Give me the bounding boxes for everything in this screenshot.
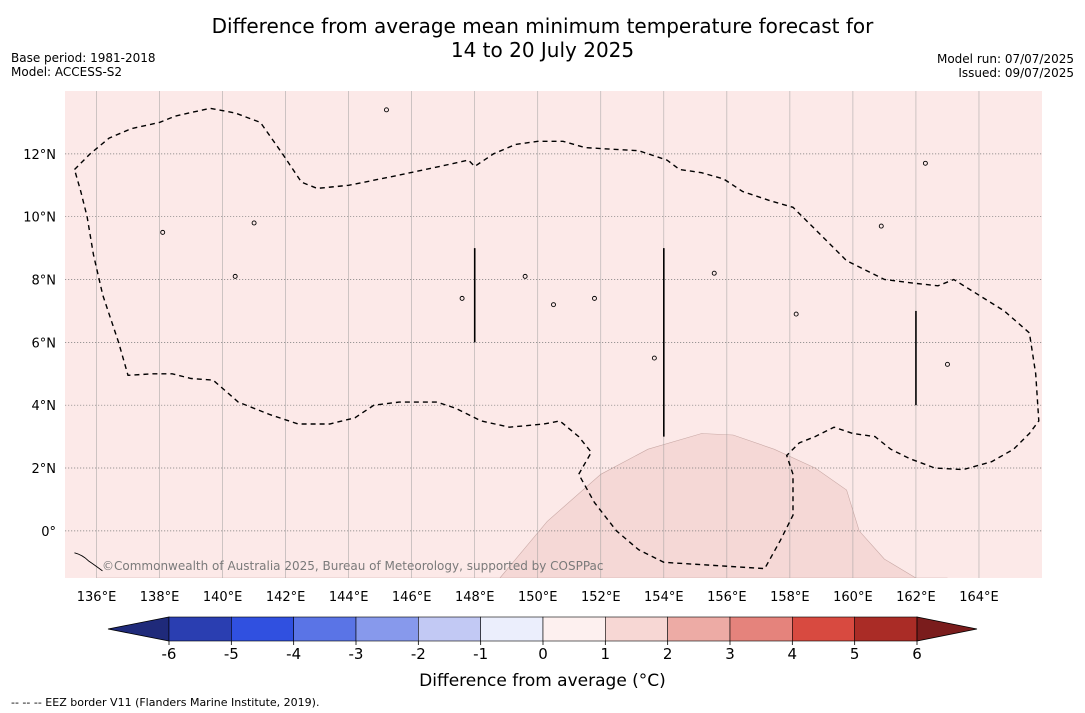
- island-outline: [232, 273, 238, 279]
- map-plot: [65, 91, 1060, 578]
- colorbar-tick-label: -3: [349, 645, 364, 663]
- colorbar-label: Difference from average (°C): [419, 671, 666, 691]
- lon-tick-label: 158°E: [770, 590, 810, 605]
- island-outline: [592, 295, 597, 301]
- island-outline: [878, 223, 884, 229]
- island-outline: [551, 302, 556, 308]
- copyright-text: ©Commonwealth of Australia 2025, Bureau …: [102, 559, 604, 573]
- island-outline: [945, 361, 950, 367]
- colorbar-segment: [605, 616, 668, 642]
- colorbar-segment: [792, 616, 855, 642]
- colorbar-extend-high: [916, 616, 978, 642]
- colorbar-segment: [231, 616, 294, 642]
- lon-tick-label: 136°E: [77, 590, 117, 605]
- colorbar-tick-label: 0: [538, 645, 548, 663]
- colorbar-segment: [293, 616, 357, 642]
- island-outline: [1056, 158, 1060, 162]
- lon-tick-label: 152°E: [581, 590, 621, 605]
- lat-tick-label: 6°N: [32, 336, 57, 351]
- colorbar-extend-low: [107, 616, 170, 642]
- lon-tick-label: 156°E: [707, 590, 747, 605]
- colorbar-segment: [854, 616, 918, 642]
- lat-tick-label: 8°N: [32, 274, 57, 289]
- lat-tick-label: 4°N: [32, 399, 57, 414]
- lon-tick-label: 142°E: [266, 590, 306, 605]
- lat-tick-label: 12°N: [23, 148, 56, 163]
- model-label: Model: ACCESS-S2: [11, 65, 123, 79]
- lon-tick-label: 140°E: [203, 590, 243, 605]
- colorbar-tick-label: 5: [850, 645, 860, 663]
- island-outline: [522, 273, 528, 279]
- island-outline: [459, 295, 465, 301]
- lon-tick-label: 144°E: [329, 590, 369, 605]
- lon-tick-label: 146°E: [392, 590, 432, 605]
- meta-left: Base period: 1981-2018 Model: ACCESS-S2: [11, 51, 156, 79]
- coastline: [74, 552, 103, 572]
- colorbar-tick-label: -2: [411, 645, 426, 663]
- lat-tick-label: 0°: [41, 525, 56, 540]
- map-clip-group: [65, 91, 1060, 578]
- title-line-2: 14 to 20 July 2025: [450, 38, 635, 62]
- colorbar-tick-label: -1: [473, 645, 488, 663]
- colorbar-segment: [355, 616, 419, 642]
- colorbar-tick-label: 4: [788, 645, 798, 663]
- meta-right: Model run: 07/07/2025 Issued: 09/07/2025: [937, 52, 1074, 80]
- lon-tick-label: 150°E: [518, 590, 558, 605]
- island-outline: [711, 270, 717, 276]
- anomaly-background: [65, 91, 1042, 578]
- base-period-label: Base period: 1981-2018: [11, 51, 156, 65]
- lat-tick-label: 10°N: [23, 211, 56, 226]
- lon-tick-label: 154°E: [644, 590, 684, 605]
- island-outline: [651, 355, 657, 361]
- colorbar-segment: [542, 616, 606, 642]
- colorbar-tick-label: 2: [663, 645, 673, 663]
- colorbar: -6 -5 -4 -3 -2 -1 0 1 2 3 4 5 6: [107, 616, 978, 663]
- eez-border-line: [73, 107, 1040, 570]
- colorbar-tick-label: 1: [601, 645, 611, 663]
- colorbar-segment: [418, 616, 481, 642]
- island-outline: [384, 107, 389, 113]
- map-axes: 136°E 138°E 140°E 142°E 144°E 146°E 148°E 150°E…: [23, 148, 999, 605]
- colorbar-segment: [480, 616, 544, 642]
- title-line-1: Difference from average mean minimum tem…: [211, 14, 874, 38]
- footnote: -- -- -- EEZ border V11 (Flanders Marine…: [11, 696, 320, 709]
- colorbar-segment: [667, 616, 731, 642]
- model-run-label: Model run: 07/07/2025: [936, 52, 1074, 66]
- island-outline: [251, 220, 257, 226]
- lon-tick-label: 160°E: [833, 590, 873, 605]
- warm-anomaly-region: [96, 433, 948, 578]
- lon-tick-label: 162°E: [896, 590, 936, 605]
- chart-title: Difference from average mean minimum tem…: [0, 14, 1085, 62]
- colorbar-segment: [729, 616, 793, 642]
- issued-label: Issued: 09/07/2025: [958, 66, 1074, 80]
- island-outline: [793, 311, 799, 317]
- lon-tick-label: 164°E: [959, 590, 999, 605]
- colorbar-tick-label: -4: [286, 645, 301, 663]
- lon-tick-label: 148°E: [455, 590, 495, 605]
- colorbar-tick-label: 6: [912, 645, 922, 663]
- colorbar-tick-label: -5: [224, 645, 239, 663]
- island-outline: [160, 229, 166, 235]
- lon-tick-label: 138°E: [140, 590, 180, 605]
- colorbar-tick-label: 3: [725, 645, 735, 663]
- colorbar-tick-label: -6: [162, 645, 177, 663]
- lat-tick-label: 2°N: [32, 462, 57, 477]
- colorbar-segment: [168, 616, 232, 642]
- island-outline: [922, 160, 928, 166]
